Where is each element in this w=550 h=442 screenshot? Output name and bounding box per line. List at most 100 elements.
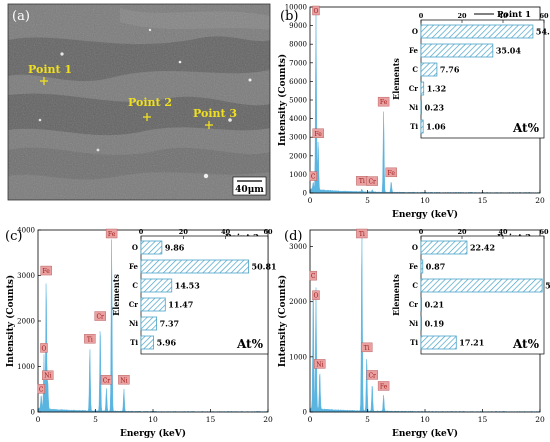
p1-peak-label-4: Cr xyxy=(368,179,376,186)
p1-inset-category-4: Ni xyxy=(409,103,418,112)
p1-peak-label-1: O xyxy=(314,8,319,15)
p3-inset-axis-label: Elements xyxy=(391,274,401,316)
p3-inset-bar-4 xyxy=(420,316,423,331)
p1-inset-bar-chart: 0 20 40 60 O 54.59 Fe 35.04 C 7.76 Cr 1.32 Ni 0.23 Ti 1… xyxy=(391,12,550,139)
p3-inset-bar-2 xyxy=(420,278,543,293)
eds-chart-point-2: (c) 0 5 10 15 20 0 1000 2000 3000 4000 Energy (keV)… xyxy=(5,227,277,440)
p2-panel-label: (c) xyxy=(5,229,22,244)
p3-x-tick-label-2: 10 xyxy=(420,415,430,424)
p2-y-tick-label-3: 3000 xyxy=(17,272,35,280)
p2-inset-bar-0 xyxy=(140,240,163,255)
p3-peak-label-4: Ti xyxy=(364,345,370,352)
p3-y-tick-label-1: 1000 xyxy=(289,353,307,361)
eds-chart-point-3: (d) 0 5 10 15 20 0 1000 2000 3000 Energy (keV) Inte… xyxy=(277,228,550,439)
p2-inset-tick-label-3: 60 xyxy=(263,228,273,236)
p2-inset-category-1: Fe xyxy=(129,262,139,271)
point-3-marker: Point 3 xyxy=(193,107,237,129)
p2-inset-tick-label-1: 20 xyxy=(179,228,189,236)
p1-y-tick-label-3: 3000 xyxy=(289,134,307,142)
p1-y-tick-label-9: 9000 xyxy=(289,22,307,30)
p3-inset-bar-5 xyxy=(420,335,457,350)
p3-inset-bar-1 xyxy=(420,259,424,274)
p2-peak-box-5 xyxy=(94,311,106,321)
p1-inset-bar-5 xyxy=(420,119,424,134)
p3-x-tick-label-3: 15 xyxy=(478,415,488,424)
p3-inset-category-4: Ni xyxy=(409,319,418,328)
p1-peak-box-6 xyxy=(385,167,397,178)
p2-inset-category-0: O xyxy=(132,243,138,252)
p3-peak-box-2 xyxy=(314,359,326,369)
p3-peak-label-1: O xyxy=(314,293,319,300)
p2-inset-frame xyxy=(140,235,269,355)
p2-inset-unit: At% xyxy=(236,337,264,351)
p1-y-tick-label-8: 8000 xyxy=(289,41,307,49)
p3-inset-category-1: Fe xyxy=(409,262,419,271)
p1-y-tick-label-1: 1000 xyxy=(289,171,307,179)
p3-inset-tick-label-1: 20 xyxy=(457,228,467,236)
p1-peak-box-5 xyxy=(377,96,390,107)
p2-inset-bar-2 xyxy=(140,278,173,293)
p3-inset-category-2: C xyxy=(412,281,418,290)
p3-peak-box-1 xyxy=(312,290,320,300)
p1-x-tick-label-4: 20 xyxy=(535,196,545,205)
point-2-marker: Point 2 xyxy=(128,96,172,121)
p3-x-tick-label-1: 5 xyxy=(365,415,370,424)
p3-y-tick-label-0: 0 xyxy=(303,409,307,417)
p2-y-tick-label-4: 4000 xyxy=(17,227,35,235)
p3-panel-label: (d) xyxy=(284,229,302,244)
p3-inset-category-5: Ti xyxy=(410,338,418,347)
p3-inset-value-3: 0.21 xyxy=(425,300,444,310)
p1-peak-label-0: C xyxy=(311,174,316,181)
p1-peak-box-4 xyxy=(366,176,378,186)
p2-inset-value-2: 14.53 xyxy=(175,281,200,291)
p2-inset-tick-label-0: 0 xyxy=(139,228,144,236)
p2-inset-category-5: Ti xyxy=(130,338,138,347)
p2-y-tick-label-2: 2000 xyxy=(17,318,35,326)
p1-x-tick-label-2: 10 xyxy=(420,196,430,205)
point-1-label: Point 1 xyxy=(28,63,72,76)
p2-inset-value-4: 7.37 xyxy=(160,319,179,329)
p1-inset-bar-1 xyxy=(420,43,494,58)
p3-inset-value-2: 59.10 xyxy=(545,281,550,291)
p3-x-axis-label: Energy (keV) xyxy=(392,428,458,439)
p1-inset-axis-label: Elements xyxy=(391,58,401,100)
p3-inset-tick-label-2: 40 xyxy=(498,228,508,236)
p1-inset-value-0: 54.59 xyxy=(536,27,550,37)
p3-inset-unit: At% xyxy=(512,337,540,351)
p1-inset-bar-0 xyxy=(420,24,534,39)
p1-peak-label-3: Ti xyxy=(359,178,365,185)
p3-peak-box-4 xyxy=(360,342,373,353)
point-3-label: Point 3 xyxy=(193,107,237,120)
p1-y-tick-label-10: 10000 xyxy=(285,4,307,12)
p1-x-tick-label-0: 0 xyxy=(308,196,313,205)
p3-peak-label-5: Cr xyxy=(368,372,376,379)
p2-peak-box-0 xyxy=(37,384,45,394)
p3-peak-label-6: Fe xyxy=(380,383,388,390)
p3-y-tick-label-3: 3000 xyxy=(289,243,307,251)
p2-inset-bar-4 xyxy=(140,316,157,331)
point-1-marker: Point 1 xyxy=(28,63,72,85)
p2-x-axis-label: Energy (keV) xyxy=(120,428,186,439)
p2-peak-label-5: Cr xyxy=(96,314,104,321)
p1-inset-category-5: Ti xyxy=(410,122,418,131)
p3-inset-value-1: 0.87 xyxy=(426,262,445,272)
p2-peak-label-2: Ni xyxy=(44,373,51,380)
p1-peak-label-5: Fe xyxy=(380,99,388,106)
p3-peak-label-2: Ni xyxy=(316,361,323,368)
p3-x-tick-label-4: 20 xyxy=(535,415,545,424)
p3-peak-box-5 xyxy=(366,370,378,380)
p2-peak-box-7 xyxy=(105,228,118,239)
p1-peak-label-6: Fe xyxy=(387,170,395,177)
p2-peak-label-8: Ni xyxy=(120,377,127,384)
p1-inset-unit: At% xyxy=(512,121,540,135)
p3-x-tick-label-0: 0 xyxy=(308,415,313,424)
p3-inset-bar-0 xyxy=(420,240,468,255)
sem-image-panel: (a) Point 1 Point 2 Point 3 40μm xyxy=(7,3,271,201)
p2-peak-box-2 xyxy=(42,370,54,380)
eds-chart-point-1: (b) 0 5 10 15 20 0 1000 2000 3000 4000 5000 6000 7000… xyxy=(277,4,550,221)
p1-inset-bar-2 xyxy=(420,62,438,77)
p1-inset-value-1: 35.04 xyxy=(496,46,521,56)
p2-x-tick-label-3: 15 xyxy=(206,415,216,424)
scale-bar-label: 40μm xyxy=(235,185,264,195)
